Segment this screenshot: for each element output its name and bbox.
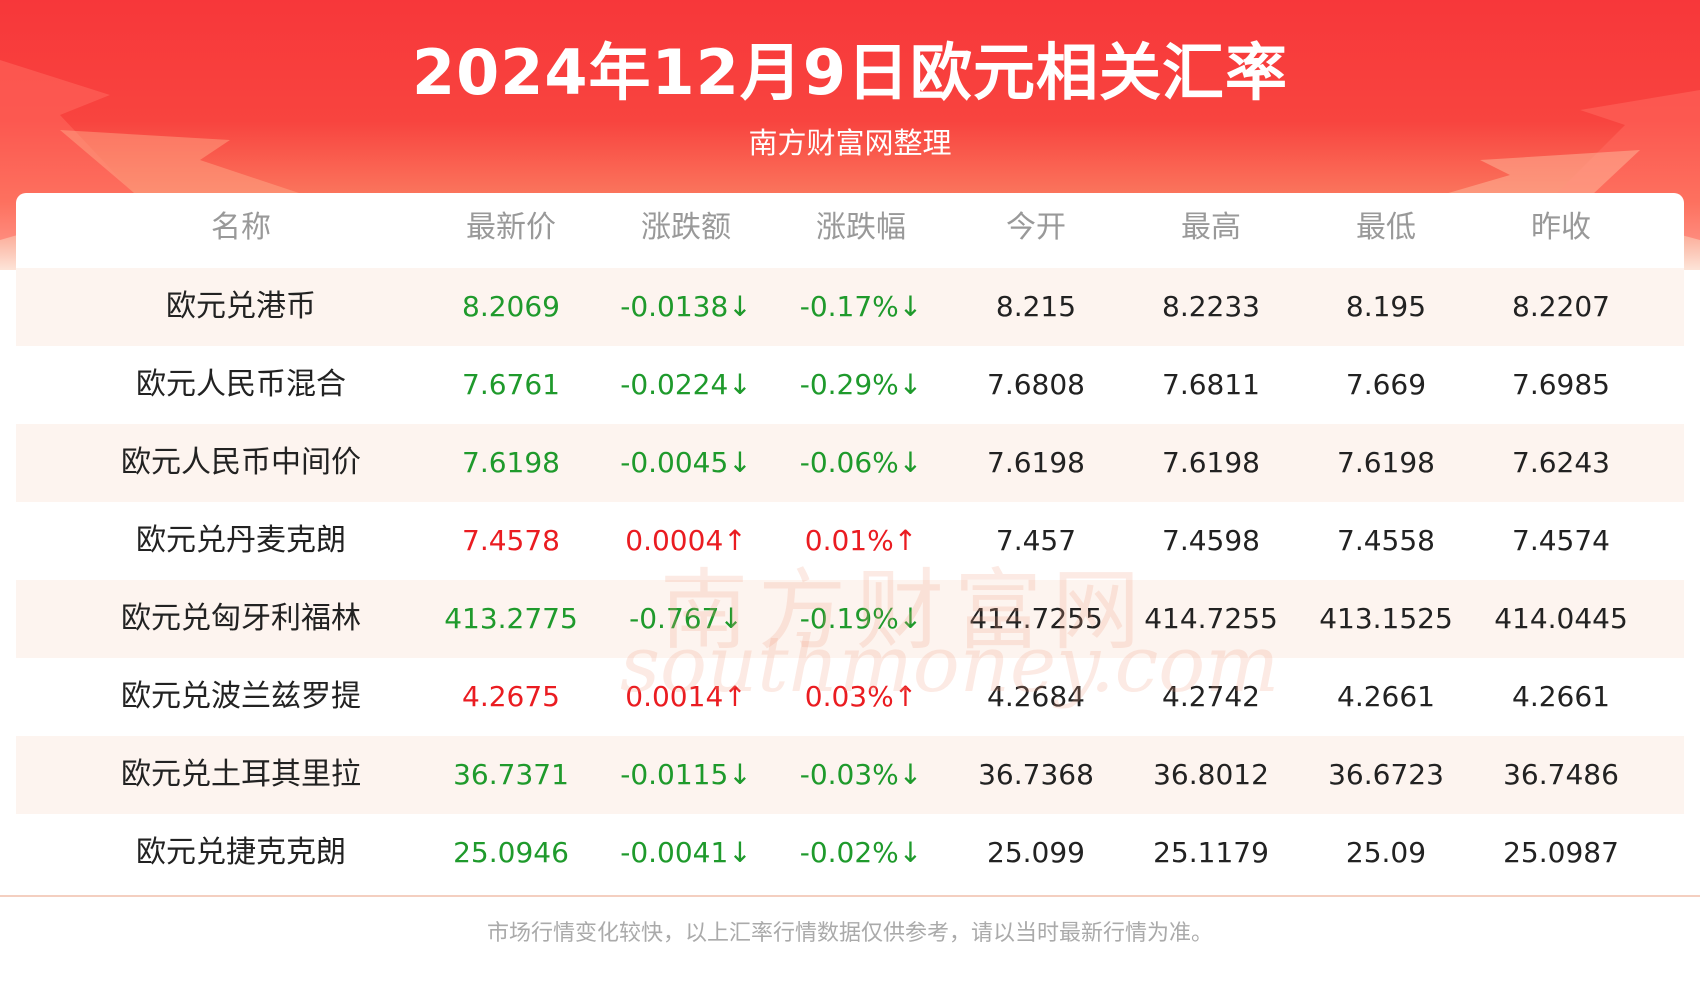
table-row: 欧元兑丹麦克朗 7.4578 0.0004↑ 0.01%↑ 7.457 7.4598 7.4… [16, 502, 1684, 580]
cell-open: 7.6198 [987, 446, 1085, 479]
cell-name: 欧元人民币中间价 [121, 445, 361, 480]
cell-high: 4.2742 [1162, 680, 1260, 713]
cell-latest: 7.6761 [462, 368, 560, 401]
cell-change-pct: 0.01%↑ [804, 524, 918, 557]
cell-change-pct: 0.03%↑ [804, 680, 918, 713]
page-title: 2024年12月9日欧元相关汇率 [412, 36, 1288, 109]
cell-low: 25.09 [1345, 836, 1427, 869]
cell-high: 8.2233 [1162, 290, 1260, 323]
cell-name: 欧元兑捷克克朗 [136, 835, 346, 870]
cell-latest: 36.7371 [453, 758, 569, 791]
table-row: 欧元兑土耳其里拉 36.7371 -0.0115↓ -0.03%↓ 36.7368 36.… [16, 736, 1684, 814]
cell-high: 7.4598 [1162, 524, 1260, 557]
cell-name: 欧元兑港币 [166, 289, 316, 324]
table-row: 欧元兑波兰兹罗提 4.2675 0.0014↑ 0.03%↑ 4.2684 4.2742 4… [16, 658, 1684, 736]
cell-prev-close: 36.7486 [1503, 758, 1619, 791]
cell-change: -0.0045↓ [620, 446, 752, 479]
column-header-high: 最高 [1181, 210, 1241, 245]
cell-change-pct: -0.06%↓ [799, 446, 923, 479]
column-header-open: 今开 [1006, 210, 1066, 245]
column-header-name: 名称 [211, 210, 271, 245]
cell-prev-close: 7.6243 [1512, 446, 1610, 479]
cell-open: 8.215 [995, 290, 1077, 323]
cell-low: 8.195 [1345, 290, 1427, 323]
rates-table: 名称 最新价 涨跌额 涨跌幅 今开 最高 最低 昨收 欧元兑港币 8.2069 -0… [16, 193, 1684, 893]
column-header-low: 最低 [1356, 210, 1416, 245]
cell-change-pct: -0.29%↓ [799, 368, 923, 401]
cell-latest: 8.2069 [462, 290, 560, 323]
cell-open: 414.7255 [969, 602, 1103, 635]
cell-change-pct: -0.02%↓ [799, 836, 923, 869]
footer-divider [0, 895, 1700, 897]
footer-note: 市场行情变化较快，以上汇率行情数据仅供参考，请以当时最新行情为准。 [486, 921, 1213, 946]
cell-change-pct: -0.19%↓ [799, 602, 923, 635]
cell-change: 0.0014↑ [625, 680, 747, 713]
cell-high: 7.6198 [1162, 446, 1260, 479]
table-row: 欧元兑捷克克朗 25.0946 -0.0041↓ -0.02%↓ 25.099 25.11… [16, 814, 1684, 892]
cell-open: 4.2684 [987, 680, 1085, 713]
cell-prev-close: 7.4574 [1512, 524, 1610, 557]
cell-name: 欧元兑丹麦克朗 [136, 523, 346, 558]
cell-prev-close: 414.0445 [1494, 602, 1628, 635]
cell-change: -0.0224↓ [620, 368, 752, 401]
column-header-change-pct: 涨跌幅 [816, 210, 906, 245]
cell-low: 7.4558 [1337, 524, 1435, 557]
cell-prev-close: 7.6985 [1512, 368, 1610, 401]
cell-high: 414.7255 [1144, 602, 1278, 635]
cell-high: 25.1179 [1153, 836, 1269, 869]
cell-latest: 7.4578 [462, 524, 560, 557]
cell-latest: 25.0946 [453, 836, 569, 869]
cell-high: 36.8012 [1153, 758, 1269, 791]
table-row: 欧元人民币中间价 7.6198 -0.0045↓ -0.06%↓ 7.6198 7.619… [16, 424, 1684, 502]
cell-low: 4.2661 [1337, 680, 1435, 713]
cell-high: 7.6811 [1162, 368, 1260, 401]
cell-open: 7.457 [995, 524, 1077, 557]
cell-name: 欧元兑土耳其里拉 [121, 757, 361, 792]
column-header-latest: 最新价 [466, 210, 556, 245]
cell-change: -0.767↓ [629, 602, 743, 635]
cell-prev-close: 8.2207 [1512, 290, 1610, 323]
cell-prev-close: 4.2661 [1512, 680, 1610, 713]
cell-open: 7.6808 [987, 368, 1085, 401]
cell-change-pct: -0.17%↓ [799, 290, 923, 323]
table-row: 欧元兑匈牙利福林 413.2775 -0.767↓ -0.19%↓ 414.7255 41… [16, 580, 1684, 658]
cell-change-pct: -0.03%↓ [799, 758, 923, 791]
cell-prev-close: 25.0987 [1503, 836, 1619, 869]
column-header-prev-close: 昨收 [1531, 210, 1591, 245]
page-subtitle: 南方财富网整理 [748, 126, 952, 160]
cell-latest: 4.2675 [462, 680, 560, 713]
cell-low: 7.669 [1345, 368, 1427, 401]
cell-latest: 413.2775 [444, 602, 578, 635]
cell-low: 413.1525 [1319, 602, 1453, 635]
cell-change: -0.0138↓ [620, 290, 752, 323]
cell-name: 欧元兑波兰兹罗提 [121, 679, 361, 714]
cell-name: 欧元兑匈牙利福林 [121, 601, 361, 636]
cell-name: 欧元人民币混合 [136, 367, 346, 402]
cell-change: -0.0041↓ [620, 836, 752, 869]
table-row: 欧元人民币混合 7.6761 -0.0224↓ -0.29%↓ 7.6808 7.6811… [16, 346, 1684, 424]
cell-change: 0.0004↑ [625, 524, 747, 557]
table-header: 名称 最新价 涨跌额 涨跌幅 今开 最高 最低 昨收 [16, 193, 1684, 268]
column-header-change: 涨跌额 [641, 210, 731, 245]
cell-low: 36.6723 [1328, 758, 1444, 791]
cell-low: 7.6198 [1337, 446, 1435, 479]
cell-latest: 7.6198 [462, 446, 560, 479]
cell-open: 25.099 [987, 836, 1085, 869]
cell-change: -0.0115↓ [620, 758, 752, 791]
table-row: 欧元兑港币 8.2069 -0.0138↓ -0.17%↓ 8.215 8.2233 8.1… [16, 268, 1684, 346]
cell-open: 36.7368 [978, 758, 1094, 791]
